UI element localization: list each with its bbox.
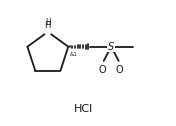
Text: O: O [99,65,106,75]
Text: &1: &1 [70,53,78,57]
Text: O: O [116,65,124,75]
Text: H: H [44,21,51,30]
Text: HCl: HCl [74,104,93,114]
Text: NH: NH [47,31,49,32]
Text: N: N [47,31,48,32]
Text: S: S [108,42,114,52]
Text: H: H [45,18,51,27]
